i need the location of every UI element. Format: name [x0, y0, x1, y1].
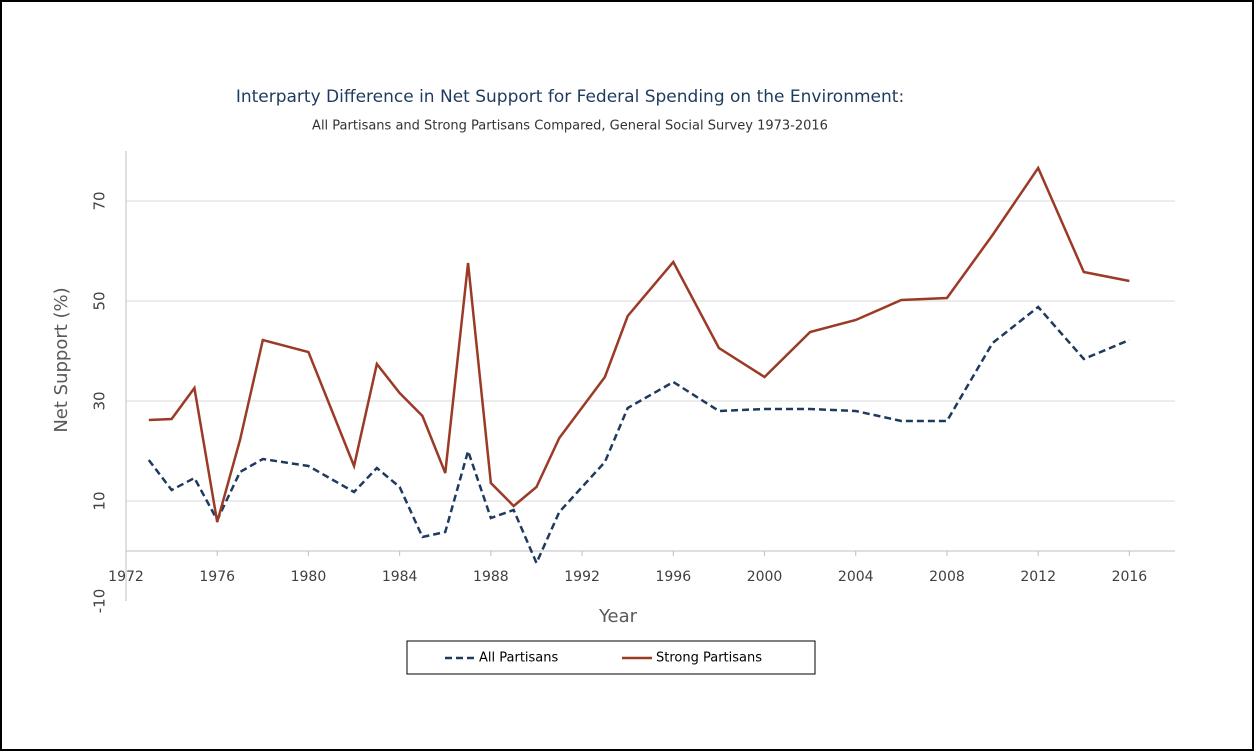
y-tick-label: 30: [91, 391, 109, 410]
y-tick-label: 50: [91, 291, 109, 310]
legend-label: Strong Partisans: [656, 651, 762, 666]
y-tick-label: -10: [91, 589, 109, 614]
x-tick-label: 2008: [929, 569, 965, 585]
x-tick-label: 2000: [747, 569, 783, 585]
y-tick-label: 10: [91, 491, 109, 510]
x-tick-label: 1984: [382, 569, 418, 585]
x-tick-label: 1976: [199, 569, 235, 585]
series-line: [148, 165, 1130, 523]
y-axis-title: Net Support (%): [51, 287, 72, 432]
x-tick-label: 1996: [655, 569, 691, 585]
x-axis-title: Year: [598, 606, 638, 627]
x-tick-label: 2012: [1020, 569, 1056, 585]
x-tick-label: 2004: [838, 569, 874, 585]
x-tick-label: 2016: [1112, 569, 1148, 585]
x-tick-label: 1972: [108, 569, 144, 585]
y-tick-label: 70: [91, 191, 109, 210]
legend: [406, 640, 816, 675]
legend-label: All Partisans: [479, 651, 559, 666]
x-tick-label: 1980: [291, 569, 327, 585]
x-tick-label: 1988: [473, 569, 509, 585]
chart-title: Interparty Difference in Net Support for…: [236, 87, 904, 107]
x-tick-label: 1992: [564, 569, 600, 585]
chart-subtitle: All Partisans and Strong Partisans Compa…: [312, 119, 828, 134]
series-line: [147, 305, 1130, 567]
